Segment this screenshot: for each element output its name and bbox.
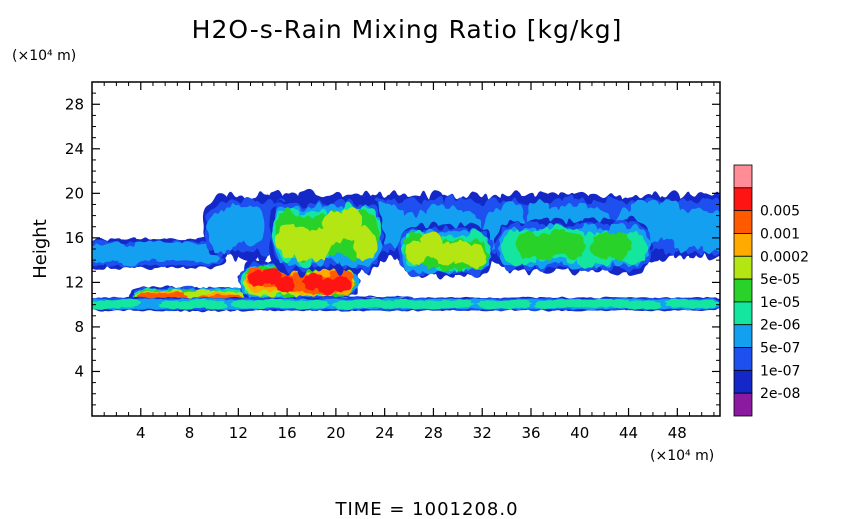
y-tick-label: 4 bbox=[74, 362, 84, 380]
y-tick-label: 12 bbox=[65, 273, 84, 291]
field-fragments-10km bbox=[634, 300, 663, 310]
chart-title: H2O-s-Rain Mixing Ratio [kg/kg] bbox=[192, 15, 623, 44]
x-tick-label: 28 bbox=[424, 424, 443, 442]
y-tick-label: 20 bbox=[65, 184, 84, 202]
mixing-ratio-field bbox=[92, 188, 720, 313]
field-anvil-main bbox=[699, 210, 720, 255]
y-axis: 4 8 12 16 20 24 28 bbox=[65, 92, 720, 406]
colorbar-level-label: 1e-05 bbox=[760, 295, 800, 311]
colorbar-level-label: 0.001 bbox=[760, 226, 800, 242]
field-core-center bbox=[274, 275, 295, 293]
x-tick-label: 48 bbox=[668, 424, 687, 442]
field-anvil-main bbox=[235, 205, 265, 247]
colorbar-level-label: 0.005 bbox=[760, 204, 800, 220]
colorbar-swatch bbox=[733, 255, 753, 280]
colorbar-swatch bbox=[733, 164, 753, 189]
y-unit-label: (×10⁴ m) bbox=[12, 48, 76, 64]
colorbar-swatch bbox=[733, 392, 753, 417]
x-tick-label: 16 bbox=[278, 424, 297, 442]
colorbar-level-label: 5e-05 bbox=[760, 272, 800, 288]
colorbar-swatch bbox=[733, 347, 753, 371]
y-tick-label: 16 bbox=[65, 229, 84, 247]
x-tick-label: 44 bbox=[619, 424, 638, 442]
colorbar-level-label: 0.0002 bbox=[760, 249, 809, 265]
field-tower-center bbox=[336, 207, 363, 241]
x-tick-label: 36 bbox=[521, 424, 540, 442]
field-cell-28 bbox=[463, 243, 487, 270]
colorbar-level-label: 1e-07 bbox=[760, 363, 800, 379]
x-tick-label: 20 bbox=[326, 424, 345, 442]
colorbar-level-label: 2e-06 bbox=[760, 318, 800, 334]
colorbar-swatch bbox=[733, 233, 753, 257]
field-tower-center bbox=[352, 224, 378, 262]
y-tick-label: 24 bbox=[65, 140, 84, 158]
colorbar-level-label: 2e-08 bbox=[760, 386, 800, 402]
x-tick-label: 8 bbox=[185, 424, 195, 442]
time-label: TIME = 1001208.0 bbox=[334, 499, 518, 519]
colorbar-swatch bbox=[733, 369, 753, 394]
colorbar-swatch bbox=[733, 278, 753, 303]
field-core-center bbox=[330, 275, 352, 293]
colorbar-swatch bbox=[733, 324, 753, 348]
field-cell-38 bbox=[561, 232, 587, 260]
x-tick-label: 40 bbox=[570, 424, 589, 442]
field-fragments-10km bbox=[303, 299, 331, 309]
x-tick-label: 4 bbox=[136, 424, 146, 442]
colorbar: 2e-08 1e-07 5e-07 2e-06 1e-05 5e-05 0.0002 0.00… bbox=[733, 164, 809, 417]
field-fragments-10km bbox=[201, 300, 228, 310]
y-tick-label: 28 bbox=[65, 95, 84, 113]
x-tick-label: 24 bbox=[375, 424, 394, 442]
colorbar-swatch bbox=[733, 187, 753, 212]
field-fragments-10km bbox=[505, 299, 533, 308]
field-fragments-10km bbox=[694, 299, 720, 309]
field-cell-38 bbox=[605, 231, 632, 262]
field-fragments-10km bbox=[115, 298, 142, 308]
x-unit-label: (×10⁴ m) bbox=[650, 448, 714, 464]
x-tick-label: 32 bbox=[473, 424, 492, 442]
x-tick-label: 12 bbox=[229, 424, 248, 442]
x-axis: 4 8 12 16 20 24 28 32 36 40 44 48 bbox=[103, 82, 715, 442]
colorbar-swatch bbox=[733, 210, 753, 234]
y-axis-label: Height bbox=[30, 219, 51, 279]
colorbar-level-label: 5e-07 bbox=[760, 341, 800, 357]
colorbar-swatch bbox=[733, 301, 753, 326]
field-fragments-10km bbox=[448, 299, 476, 309]
y-tick-label: 8 bbox=[74, 318, 84, 336]
